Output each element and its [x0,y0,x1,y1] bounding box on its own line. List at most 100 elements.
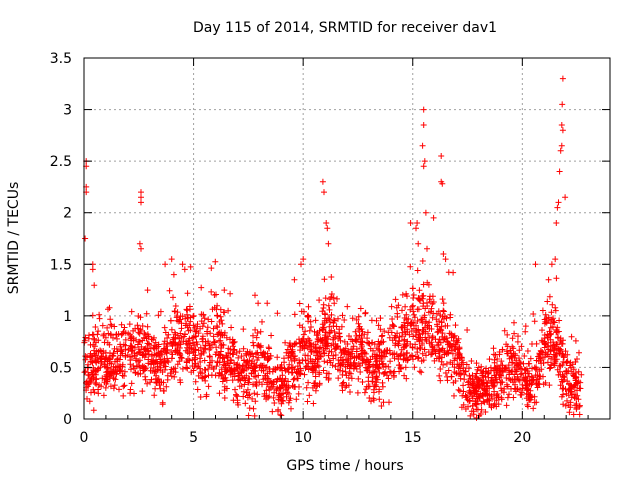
data-point [473,360,480,367]
data-point [265,356,272,363]
data-point [457,375,464,382]
data-point [184,311,190,318]
data-point [321,350,328,357]
data-point [147,367,154,374]
data-point [160,387,167,394]
data-point [439,345,446,352]
data-point [532,261,539,268]
data-point [488,377,495,384]
data-point [144,323,151,330]
data-point [397,365,404,372]
data-point [516,355,522,362]
data-point [296,339,303,346]
data-point [328,327,335,334]
data-point [393,351,400,358]
data-point [233,392,240,399]
data-point [396,362,403,368]
data-point [430,214,437,221]
data-point [143,310,150,317]
data-point [358,326,365,333]
data-point [371,351,378,358]
chart-title: Day 115 of 2014, SRMTID for receiver dav… [193,20,497,36]
data-point [210,333,217,340]
data-point [297,370,304,377]
data-point [277,364,284,370]
grid [84,58,610,419]
data-point [211,339,218,346]
data-point [302,365,309,372]
data-point [161,324,168,331]
data-point [101,339,108,346]
data-point [383,350,390,357]
data-point [437,377,444,384]
data-point [251,390,258,397]
data-point [351,354,358,361]
data-point [453,370,460,377]
data-point [454,346,461,353]
data-point [96,311,103,318]
data-point [555,346,562,353]
data-point [540,381,547,388]
data-point [352,337,359,344]
y-tick-label: 0.5 [50,360,72,376]
data-point [257,328,264,335]
data-point [128,380,135,387]
data-point [213,363,220,370]
data-point [331,346,338,353]
data-point [482,387,488,394]
data-point [296,300,303,307]
data-point [461,371,468,378]
data-point [533,399,540,406]
data-point [305,366,312,373]
data-point [94,331,101,338]
data-point [301,371,308,378]
data-point [252,292,258,299]
data-point [205,366,212,372]
data-point [521,366,528,373]
data-point [408,328,415,334]
data-point [138,189,144,196]
data-point [302,328,309,335]
data-point [283,393,290,400]
data-point [204,328,210,335]
data-point [399,307,405,314]
data-point [272,367,279,373]
data-point [145,348,152,355]
data-point [184,365,191,372]
data-point [450,269,457,276]
data-point [218,341,225,348]
data-point [240,393,247,400]
data-point [162,363,169,370]
data-point [230,351,237,358]
data-point [253,334,260,341]
data-point [83,353,90,360]
data-point [240,388,247,395]
data-point [484,380,491,387]
data-point [240,345,247,352]
data-point [429,293,436,300]
data-point [530,405,537,412]
data-point [388,369,394,376]
data-point [341,317,348,323]
data-point [170,271,177,278]
data-point [183,320,190,327]
data-point [168,373,175,380]
data-point [234,365,241,372]
data-point [357,369,364,375]
data-point [416,344,423,351]
data-point [516,347,523,354]
data-point [274,385,281,392]
data-point [415,354,422,361]
data-point [281,355,287,362]
data-point [368,339,375,346]
data-point [190,349,197,356]
data-point [181,266,188,273]
data-point [539,327,545,334]
data-point [265,344,272,351]
data-point [311,360,318,367]
data-point [377,339,384,346]
data-point [286,350,293,357]
data-point [328,311,335,318]
data-point [344,303,351,310]
data-point [504,383,511,390]
